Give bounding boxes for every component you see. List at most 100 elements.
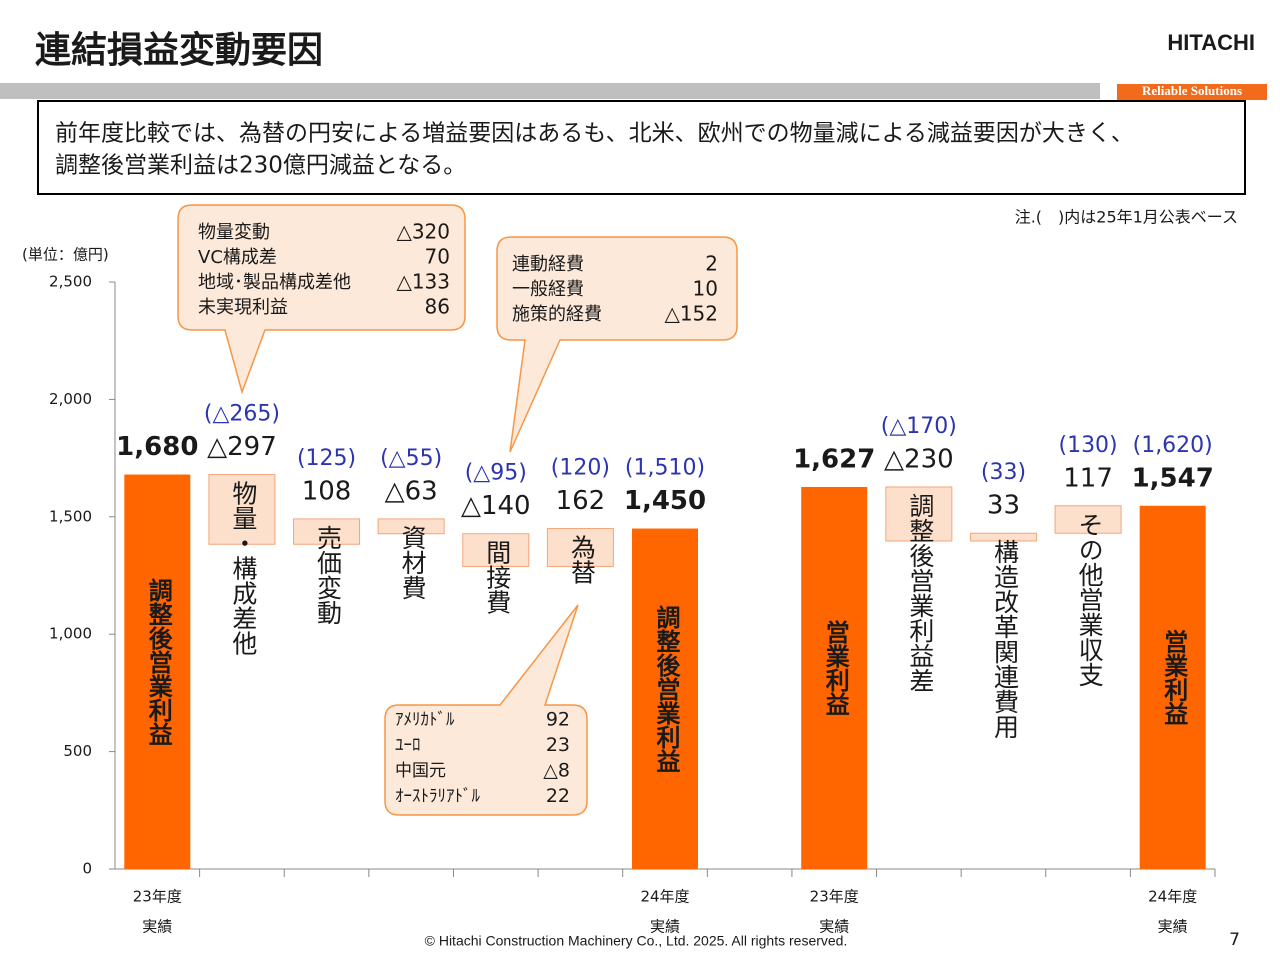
callout-item-name: 連動経費 [512, 254, 584, 275]
summary-box [37, 100, 1246, 195]
bar [1054, 505, 1122, 534]
value-label: 1,547 [1132, 463, 1214, 493]
bar [208, 474, 276, 545]
forecast-label: (125) [297, 446, 356, 471]
y-tick-label: 2,500 [49, 273, 92, 291]
callout-item-name: 中国元 [395, 761, 446, 781]
summary-line: 前年度比較では、為替の円安による増益要因はあるも、北米、欧州での物量減による減益… [55, 121, 1134, 147]
bar-name: その他営業収支 [1075, 512, 1104, 687]
value-label: 1,627 [793, 444, 875, 474]
bar-name: 調整後営業利益差 [906, 493, 935, 693]
value-label: △297 [207, 432, 277, 462]
logo: HITACHI [1167, 30, 1255, 55]
y-tick-label: 500 [63, 742, 92, 760]
tagline: Reliable Solutions [1142, 83, 1242, 98]
forecast-label: (130) [1058, 433, 1117, 458]
forecast-label: (△170) [881, 414, 957, 439]
y-tick-label: 1,000 [49, 625, 92, 643]
bar [293, 518, 361, 545]
x-tick-label: 24年度 [640, 888, 689, 906]
callout-item-value: 92 [546, 709, 570, 731]
bar-name: 物量・構成差他 [229, 481, 258, 656]
value-label: △140 [461, 491, 531, 521]
y-tick-label: 2,000 [49, 390, 92, 408]
y-axis-label: (単位：億円) [22, 246, 109, 264]
value-label: 117 [1063, 463, 1113, 493]
callout-item-value: △320 [396, 220, 450, 244]
bar [801, 486, 868, 869]
forecast-label: (1,620) [1133, 433, 1213, 458]
bar-name: 間接費 [483, 540, 512, 615]
value-label: △230 [884, 444, 954, 474]
callout-item-name: 地域･製品構成差他 [198, 272, 351, 293]
value-label: 162 [556, 486, 606, 516]
callouts [177, 204, 738, 816]
callout-item-name: 物量変動 [198, 222, 270, 243]
callout-shape [496, 236, 738, 453]
forecast-label: (△55) [380, 446, 442, 471]
forecast-label: (1,510) [625, 456, 705, 481]
x-tick-label: 23年度 [810, 888, 859, 906]
callout-shape [384, 604, 588, 816]
bar-name: 構造改革関連費用 [990, 539, 1019, 739]
x-tick-label: 23年度 [133, 888, 182, 906]
value-label: 1,680 [116, 432, 198, 462]
forecast-label: (33) [981, 460, 1026, 485]
callout-item-value: △8 [543, 760, 570, 782]
y-tick-label: 0 [82, 860, 92, 878]
bar-name: 為替 [567, 535, 596, 585]
bar-name: 調整後営業利益 [144, 577, 172, 746]
x-tick-label: 実績 [1158, 918, 1188, 936]
bar [124, 474, 191, 869]
tagline-bar [1117, 84, 1267, 100]
callout-item-name: 施策的経費 [512, 304, 602, 325]
y-tick-label: 1,500 [49, 507, 92, 525]
callout-item-value: 86 [425, 295, 450, 319]
bar [377, 518, 445, 535]
callout-item-value: 22 [546, 785, 570, 807]
x-tick-label: 実績 [819, 918, 849, 936]
callout-item-name: VC構成差 [198, 247, 277, 268]
callout-item-name: 一般経費 [512, 279, 584, 300]
bar [969, 532, 1037, 542]
callout-item-name: ﾕｰﾛ [395, 736, 421, 756]
callout-item-name: 未実現利益 [198, 297, 288, 318]
callout-item-value: △152 [664, 302, 718, 326]
header-bar [0, 83, 1100, 99]
x-tick-label: 実績 [650, 918, 680, 936]
callout-item-value: 2 [705, 252, 718, 276]
callout-item-value: 70 [425, 245, 450, 269]
callout-item-value: 23 [546, 734, 570, 756]
callout-item-name: ｱﾒﾘｶﾄﾞﾙ [395, 710, 455, 730]
callout-item-value: △133 [396, 270, 450, 294]
x-tick-label: 実績 [142, 918, 172, 936]
bar [1139, 505, 1206, 869]
forecast-label: (120) [551, 456, 610, 481]
forecast-label: (△265) [204, 402, 280, 427]
footer: © Hitachi Construction Machinery Co., Lt… [425, 933, 848, 949]
callout-shape [177, 204, 466, 395]
bar-name: 営業利益 [821, 619, 849, 716]
value-label: 108 [302, 476, 352, 506]
bar [885, 486, 953, 542]
summary-line: 調整後営業利益は230億円減益となる。 [55, 153, 466, 179]
bar [462, 533, 530, 568]
value-label: 33 [987, 491, 1020, 521]
bar-name: 営業利益 [1160, 629, 1188, 726]
bar [546, 528, 614, 568]
bar-name: 調整後営業利益 [652, 604, 680, 773]
slide-title: 連結損益変動要因 [35, 29, 323, 71]
note: 注.( )内は25年1月公表ベース [1015, 208, 1238, 227]
callout-item-value: 10 [693, 277, 718, 301]
bar [632, 528, 698, 869]
bar-name: 資材費 [398, 525, 427, 600]
page-number: 7 [1229, 930, 1240, 950]
bar-name: 売価変動 [314, 525, 343, 625]
value-label: △63 [385, 476, 438, 506]
value-label: 1,450 [624, 486, 706, 516]
callout-item-name: ｵｰｽﾄﾗﾘｱﾄﾞﾙ [395, 787, 480, 807]
x-tick-label: 24年度 [1148, 888, 1197, 906]
forecast-label: (△95) [465, 461, 527, 486]
